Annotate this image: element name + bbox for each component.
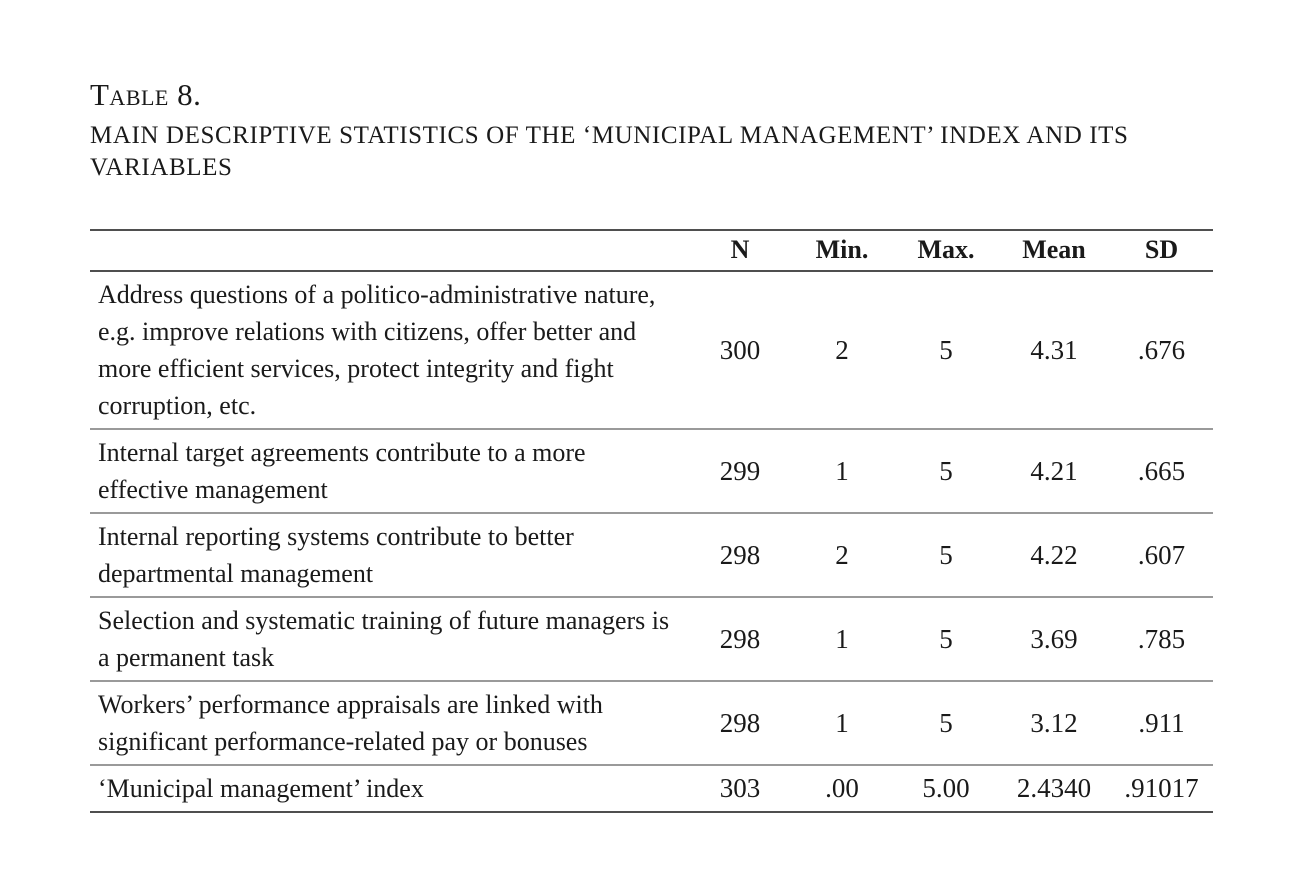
cell-n: 298 [690, 681, 790, 766]
cell-sd: .607 [1110, 513, 1213, 598]
descriptive-statistics-table: N Min. Max. Mean SD Address questions of… [90, 229, 1213, 813]
column-header-n: N [690, 229, 790, 272]
cell-n: 298 [690, 597, 790, 682]
cell-n: 298 [690, 513, 790, 598]
cell-sd: .676 [1110, 271, 1213, 430]
cell-sd: .665 [1110, 429, 1213, 514]
cell-min: 1 [790, 597, 894, 682]
cell-mean: 3.12 [998, 681, 1110, 766]
table-row: Address questions of a politico-administ… [90, 271, 1213, 430]
cell-min: 1 [790, 681, 894, 766]
row-label: Workers’ performance appraisals are link… [90, 681, 690, 766]
header-row: N Min. Max. Mean SD [90, 229, 1213, 272]
cell-sd: .91017 [1110, 765, 1213, 813]
row-label: Internal reporting systems contribute to… [90, 513, 690, 598]
table-caption: main descriptive statistics of the ‘muni… [90, 122, 1129, 181]
cell-n: 299 [690, 429, 790, 514]
column-header-mean: Mean [998, 229, 1110, 272]
table-row: Workers’ performance appraisals are link… [90, 681, 1213, 766]
cell-max: 5 [894, 429, 998, 514]
row-label: Selection and systematic training of fut… [90, 597, 690, 682]
cell-mean: 4.31 [998, 271, 1110, 430]
cell-sd: .785 [1110, 597, 1213, 682]
cell-mean: 2.4340 [998, 765, 1110, 813]
cell-min: 2 [790, 513, 894, 598]
row-label: Internal target agreements contribute to… [90, 429, 690, 514]
cell-max: 5.00 [894, 765, 998, 813]
cell-max: 5 [894, 597, 998, 682]
column-header-min: Min. [790, 229, 894, 272]
cell-n: 300 [690, 271, 790, 430]
column-header-max: Max. [894, 229, 998, 272]
table-number-title: Table 8. [90, 77, 202, 112]
row-label: Address questions of a politico-administ… [90, 271, 690, 430]
table-row: ‘Municipal management’ index 303 .00 5.0… [90, 765, 1213, 813]
cell-min: 2 [790, 271, 894, 430]
cell-mean: 4.21 [998, 429, 1110, 514]
cell-max: 5 [894, 271, 998, 430]
table-row: Internal reporting systems contribute to… [90, 513, 1213, 598]
table-row: Internal target agreements contribute to… [90, 429, 1213, 514]
cell-max: 5 [894, 681, 998, 766]
cell-min: .00 [790, 765, 894, 813]
cell-max: 5 [894, 513, 998, 598]
cell-min: 1 [790, 429, 894, 514]
column-header-sd: SD [1110, 229, 1213, 272]
row-label: ‘Municipal management’ index [90, 765, 690, 813]
cell-sd: .911 [1110, 681, 1213, 766]
column-header-variable [90, 229, 690, 272]
cell-n: 303 [690, 765, 790, 813]
cell-mean: 3.69 [998, 597, 1110, 682]
table-row: Selection and systematic training of fut… [90, 597, 1213, 682]
cell-mean: 4.22 [998, 513, 1110, 598]
